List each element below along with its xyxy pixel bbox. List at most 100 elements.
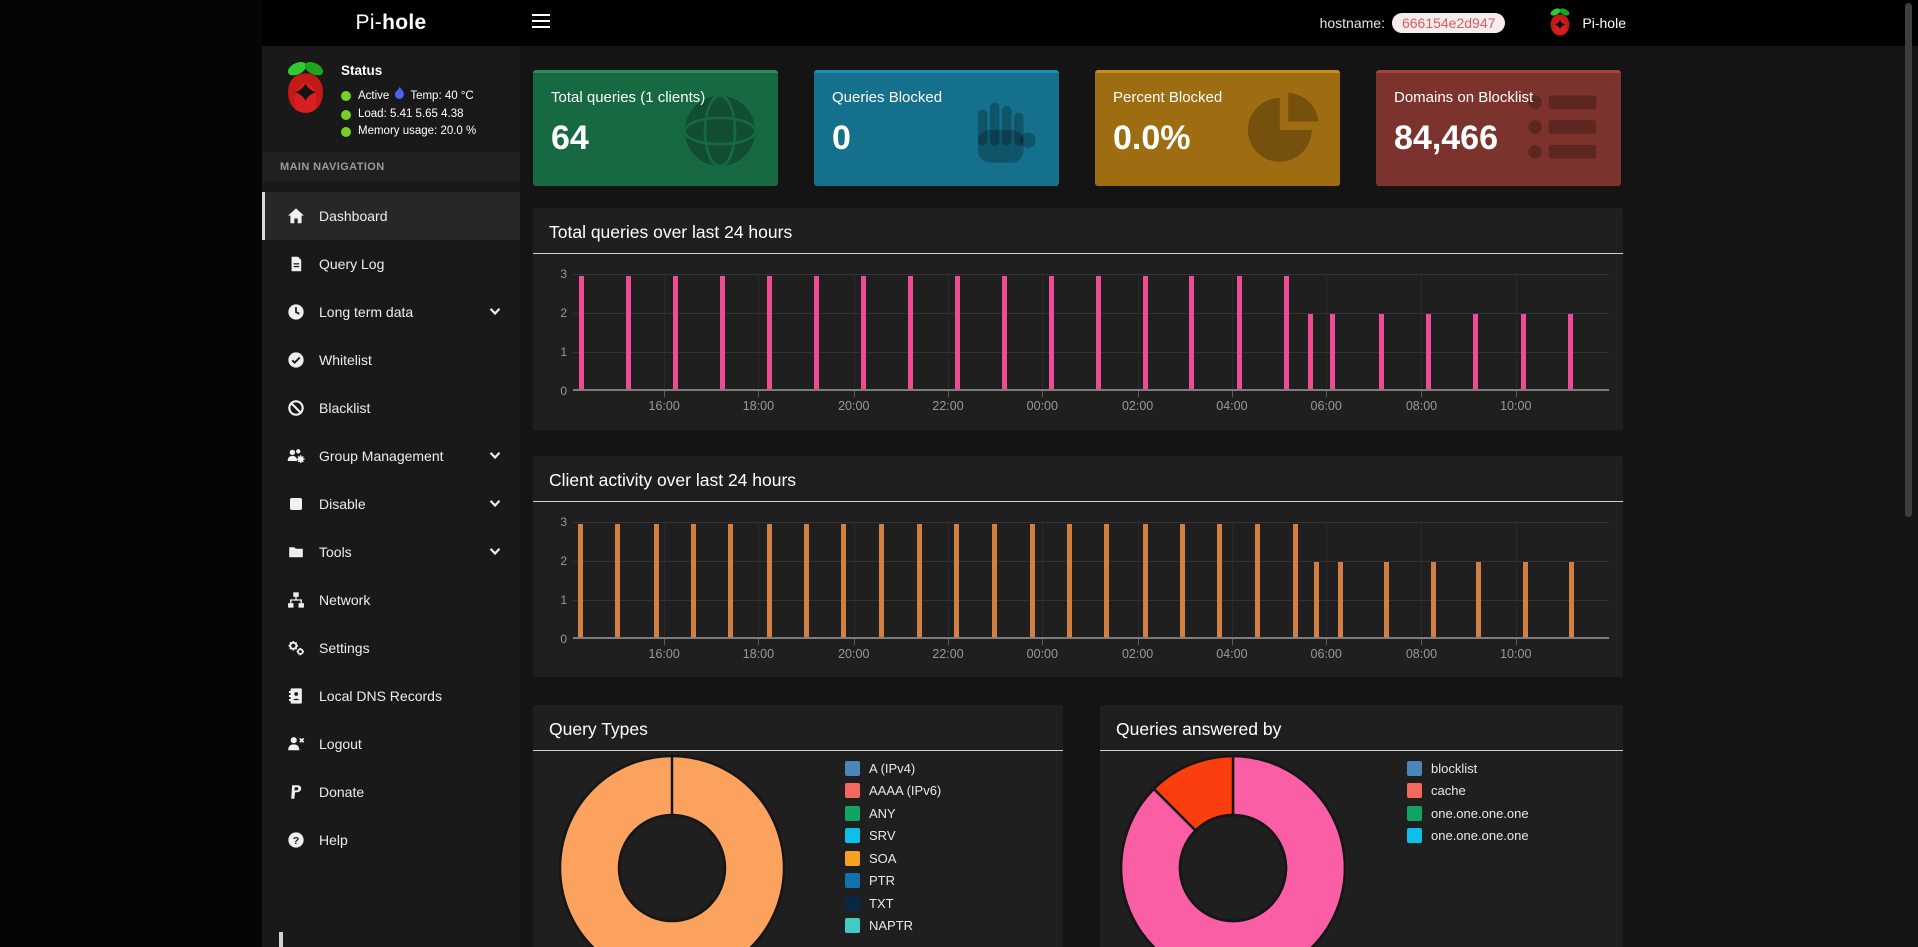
- sidebar-item-disable[interactable]: Disable: [262, 480, 520, 528]
- sidebar-item-settings[interactable]: Settings: [262, 624, 520, 672]
- legend-label: ANY: [869, 806, 896, 821]
- sidebar-item-label: Whitelist: [319, 352, 372, 368]
- chevron-down-icon: [486, 302, 504, 320]
- sidebar-item-label: Disable: [319, 496, 366, 512]
- y-axis-label: 0: [545, 632, 567, 646]
- legend-item[interactable]: NAPTR: [845, 915, 941, 938]
- legend-label: PTR: [869, 873, 895, 888]
- legend-swatch: [845, 873, 860, 888]
- data-bar: [654, 524, 659, 637]
- legend-item[interactable]: PTR: [845, 870, 941, 893]
- legend-item[interactable]: blocklist: [1407, 757, 1529, 780]
- data-bar: [814, 276, 819, 389]
- status-active-row: Active Temp: 40 °C: [341, 86, 476, 106]
- data-bar: [1379, 314, 1384, 389]
- card-value: 64: [551, 119, 778, 158]
- sidebar-item-label: Tools: [319, 544, 352, 560]
- chevron-down-icon: [486, 494, 504, 512]
- y-axis-label: 2: [545, 554, 567, 568]
- bar-chart-plot: 012316:0018:0020:0022:0000:0002:0004:000…: [573, 522, 1609, 639]
- data-bar: [691, 524, 696, 637]
- panel-divider: [533, 253, 1623, 254]
- status-load-row: Load: 5.41 5.65 4.38: [341, 106, 476, 123]
- nav-section-header: MAIN NAVIGATION: [262, 152, 520, 182]
- x-axis-label: 18:00: [743, 399, 774, 413]
- sidebar-item-whitelist[interactable]: Whitelist: [262, 336, 520, 384]
- query-types-donut-chart: [559, 755, 785, 947]
- sidebar-item-logout[interactable]: Logout: [262, 720, 520, 768]
- panel-title-client-activity: Client activity over last 24 hours: [533, 456, 1623, 501]
- brand-pi: Pi-: [356, 11, 383, 35]
- panel-total-queries: Total queries over last 24 hours 012316:…: [533, 208, 1623, 430]
- sidebar-toggle-hamburger-icon[interactable]: [532, 14, 552, 30]
- data-bar: [841, 524, 846, 637]
- legend-label: one.one.one.one: [1431, 806, 1529, 821]
- sidebar-item-group-management[interactable]: Group Management: [262, 432, 520, 480]
- card-label: Domains on Blocklist: [1394, 89, 1621, 106]
- chevron-down-icon: [486, 542, 504, 563]
- legend-item[interactable]: one.one.one.one: [1407, 825, 1529, 848]
- legend-item[interactable]: ANY: [845, 802, 941, 825]
- svg-text:?: ?: [293, 836, 299, 847]
- sidebar-item-tools[interactable]: Tools: [262, 528, 520, 576]
- check-circle-icon: [287, 351, 305, 369]
- sidebar-item-query-log[interactable]: Query Log: [262, 240, 520, 288]
- donut-chart-svg: [1120, 755, 1346, 947]
- data-bar: [908, 276, 913, 389]
- sidebar-item-label: Blacklist: [319, 400, 370, 416]
- sidebar-item-network[interactable]: Network: [262, 576, 520, 624]
- legend-item[interactable]: cache: [1407, 780, 1529, 803]
- sidebar-item-help[interactable]: ?Help: [262, 816, 520, 864]
- stop-icon: [288, 496, 304, 512]
- data-bar: [1476, 562, 1481, 637]
- pihole-logo-icon: [1547, 7, 1573, 40]
- sidebar-item-label: Network: [319, 592, 370, 608]
- stop-icon: [286, 496, 306, 512]
- data-bar: [1143, 276, 1148, 389]
- sidebar-item-blacklist[interactable]: Blacklist: [262, 384, 520, 432]
- brand-logo[interactable]: Pi-hole: [262, 0, 520, 46]
- data-bar: [1473, 314, 1478, 389]
- legend-label: SOA: [869, 851, 896, 866]
- panel-divider: [533, 501, 1623, 502]
- sidebar-item-label: Group Management: [319, 448, 444, 464]
- legend-label: AAAA (IPv6): [869, 783, 941, 798]
- sidebar-item-label: Long term data: [319, 304, 413, 320]
- home-icon: [287, 207, 305, 225]
- x-axis-label: 16:00: [649, 399, 680, 413]
- legend-item[interactable]: AAAA (IPv6): [845, 780, 941, 803]
- legend-label: TXT: [869, 896, 894, 911]
- file-icon: [288, 255, 304, 273]
- legend-swatch: [845, 761, 860, 776]
- sidebar-item-local-dns-records[interactable]: Local DNS Records: [262, 672, 520, 720]
- legend-item[interactable]: SRV: [845, 825, 941, 848]
- data-bar: [728, 524, 733, 637]
- stat-card-total-queries-1-clients-: Total queries (1 clients)64: [533, 70, 778, 186]
- sidebar-item-donate[interactable]: Donate: [262, 768, 520, 816]
- legend-item[interactable]: A (IPv4): [845, 757, 941, 780]
- legend-item[interactable]: one.one.one.one: [1407, 802, 1529, 825]
- main-content: Total queries (1 clients)64Queries Block…: [520, 46, 1918, 947]
- status-temp-label: Temp: 40 °C: [410, 88, 473, 105]
- page-scrollbar-thumb[interactable]: [1905, 3, 1912, 517]
- ban-icon: [286, 399, 306, 417]
- card-label: Percent Blocked: [1113, 89, 1340, 106]
- data-bar: [1180, 524, 1185, 637]
- data-bar: [1237, 276, 1242, 389]
- queries-answered-legend: blocklistcache one.one.one.one one.one.one…: [1407, 757, 1529, 847]
- legend-swatch: [1407, 761, 1422, 776]
- status-active-label: Active: [358, 88, 389, 105]
- sidebar-item-long-term-data[interactable]: Long term data: [262, 288, 520, 336]
- sidebar-scrollbar-thumb[interactable]: [279, 932, 283, 947]
- legend-swatch: [845, 896, 860, 911]
- legend-item[interactable]: TXT: [845, 892, 941, 915]
- data-bar: [767, 276, 772, 389]
- users-gear-icon: [286, 447, 306, 465]
- data-bar: [1293, 524, 1298, 637]
- sidebar-item-dashboard[interactable]: Dashboard: [262, 192, 520, 240]
- data-bar: [1067, 524, 1072, 637]
- legend-item[interactable]: SOA: [845, 847, 941, 870]
- data-bar: [1049, 276, 1054, 389]
- x-axis-label: 20:00: [838, 399, 869, 413]
- data-bar: [1384, 562, 1389, 637]
